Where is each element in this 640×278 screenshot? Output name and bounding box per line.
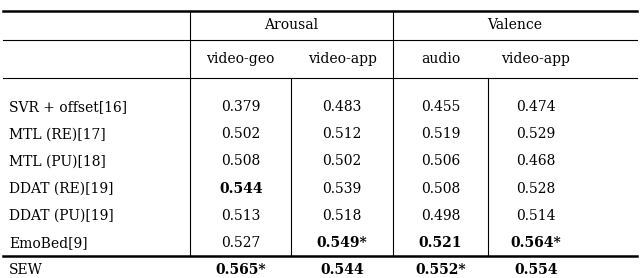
Text: 0.564*: 0.564* [510,236,561,250]
Text: 0.519: 0.519 [421,127,460,141]
Text: 0.539: 0.539 [323,182,362,195]
Text: EmoBed[9]: EmoBed[9] [9,236,88,250]
Text: video-app: video-app [501,52,570,66]
Text: audio: audio [421,52,460,66]
Text: 0.508: 0.508 [421,182,460,195]
Text: 0.527: 0.527 [221,236,260,250]
Text: 0.455: 0.455 [421,100,460,114]
Text: 0.565*: 0.565* [216,263,266,277]
Text: 0.552*: 0.552* [415,263,466,277]
Text: 0.529: 0.529 [516,127,556,141]
Text: 0.502: 0.502 [221,127,260,141]
Text: 0.379: 0.379 [221,100,260,114]
Text: video-geo: video-geo [207,52,275,66]
Text: 0.498: 0.498 [421,208,460,223]
Text: 0.521: 0.521 [419,236,462,250]
Text: 0.544: 0.544 [219,182,262,195]
Text: 0.506: 0.506 [421,154,460,168]
Text: 0.512: 0.512 [323,127,362,141]
Text: 0.468: 0.468 [516,154,556,168]
Text: DDAT (PU)[19]: DDAT (PU)[19] [9,208,114,223]
Text: 0.502: 0.502 [323,154,362,168]
Text: 0.508: 0.508 [221,154,260,168]
Text: DDAT (RE)[19]: DDAT (RE)[19] [9,182,114,195]
Text: 0.483: 0.483 [323,100,362,114]
Text: Arousal: Arousal [264,18,319,32]
Text: 0.518: 0.518 [323,208,362,223]
Text: MTL (RE)[17]: MTL (RE)[17] [9,127,106,141]
Text: 0.513: 0.513 [221,208,260,223]
Text: 0.544: 0.544 [321,263,364,277]
Text: video-app: video-app [308,52,377,66]
Text: 0.474: 0.474 [516,100,556,114]
Text: SEW: SEW [9,263,43,277]
Text: Valence: Valence [488,18,543,32]
Text: 0.528: 0.528 [516,182,556,195]
Text: MTL (PU)[18]: MTL (PU)[18] [9,154,106,168]
Text: 0.514: 0.514 [516,208,556,223]
Text: SVR + offset[16]: SVR + offset[16] [9,100,127,114]
Text: 0.549*: 0.549* [317,236,367,250]
Text: 0.554: 0.554 [514,263,557,277]
